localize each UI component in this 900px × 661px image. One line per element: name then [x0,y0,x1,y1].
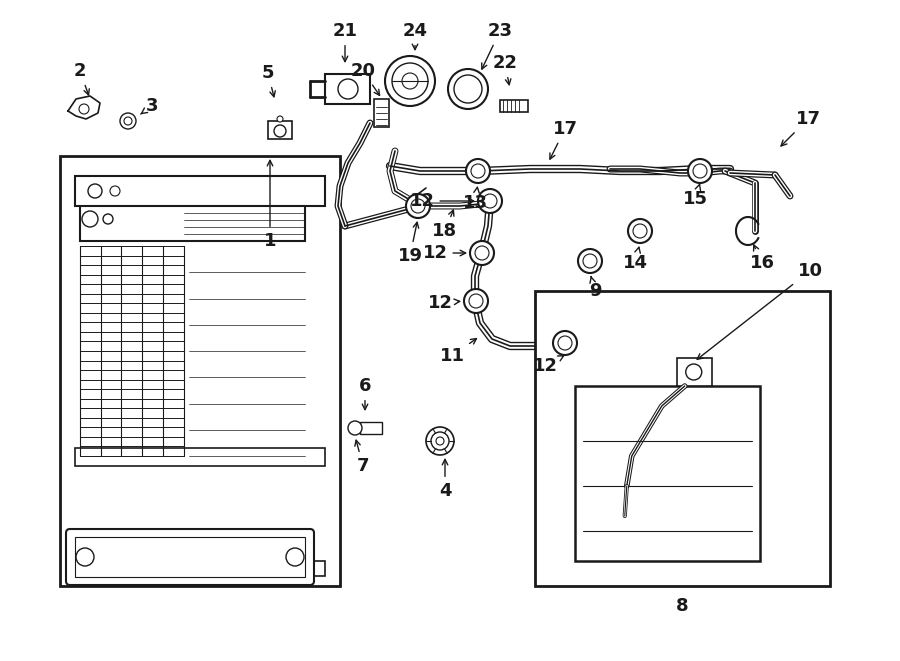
Bar [80,196,305,241]
Circle shape [553,331,577,355]
Text: 3: 3 [140,97,158,115]
Circle shape [448,69,488,109]
Text: 23: 23 [482,22,512,69]
Circle shape [120,113,136,129]
Circle shape [385,56,435,106]
Circle shape [426,427,454,455]
Circle shape [475,246,489,260]
Text: 4: 4 [439,459,451,500]
Circle shape [578,249,602,273]
Text: 13: 13 [463,187,488,212]
Text: 24: 24 [402,22,428,50]
Circle shape [79,104,89,114]
Circle shape [392,63,428,99]
Bar [575,386,760,561]
Circle shape [110,186,120,196]
Circle shape [686,364,702,380]
Circle shape [411,199,425,213]
Circle shape [466,159,490,183]
Text: 7: 7 [355,440,369,475]
Circle shape [402,73,418,89]
Text: 15: 15 [682,184,707,208]
Text: 12: 12 [533,356,563,375]
Circle shape [478,189,502,213]
Text: 12: 12 [428,294,460,312]
Circle shape [124,117,132,125]
Text: 16: 16 [750,245,775,272]
Circle shape [558,336,572,350]
Text: 21: 21 [332,22,357,61]
Bar [75,561,325,576]
Circle shape [483,194,497,208]
Bar [325,74,370,104]
Bar [360,422,382,434]
Circle shape [103,214,113,224]
Circle shape [88,184,102,198]
Text: 11: 11 [439,338,476,365]
Bar [374,99,389,127]
Bar [268,121,292,139]
Circle shape [583,254,597,268]
Circle shape [277,116,283,122]
Text: 9: 9 [589,276,601,300]
FancyBboxPatch shape [66,529,314,585]
Circle shape [693,164,707,178]
Bar [60,156,340,586]
Text: 10: 10 [698,262,823,360]
Bar [500,100,528,112]
Bar [75,176,325,206]
Circle shape [628,219,652,243]
Text: 14: 14 [623,247,647,272]
Text: 19: 19 [398,222,422,265]
Text: 12: 12 [410,192,473,210]
Text: 18: 18 [432,210,457,240]
Text: 17: 17 [781,110,821,146]
Bar [677,358,712,386]
Circle shape [470,241,494,265]
Text: 1: 1 [264,161,276,250]
Circle shape [469,294,483,308]
Circle shape [286,548,304,566]
Circle shape [82,211,98,227]
Circle shape [76,548,94,566]
Text: 17: 17 [550,120,578,159]
Circle shape [406,194,430,218]
Circle shape [436,437,444,445]
Circle shape [454,75,482,103]
Circle shape [431,432,449,450]
Bar [535,291,830,586]
Circle shape [274,125,286,137]
Circle shape [338,79,358,99]
Circle shape [633,224,647,238]
Text: 20: 20 [350,62,380,95]
Circle shape [348,421,362,435]
Text: 8: 8 [676,597,688,615]
Text: 22: 22 [492,54,517,85]
Circle shape [471,164,485,178]
Bar [75,448,325,466]
Circle shape [464,289,488,313]
Text: 6: 6 [359,377,371,410]
Text: 12: 12 [422,244,465,262]
Text: 5: 5 [262,64,275,97]
Text: 2: 2 [74,62,89,95]
Bar [75,537,305,577]
Circle shape [688,159,712,183]
